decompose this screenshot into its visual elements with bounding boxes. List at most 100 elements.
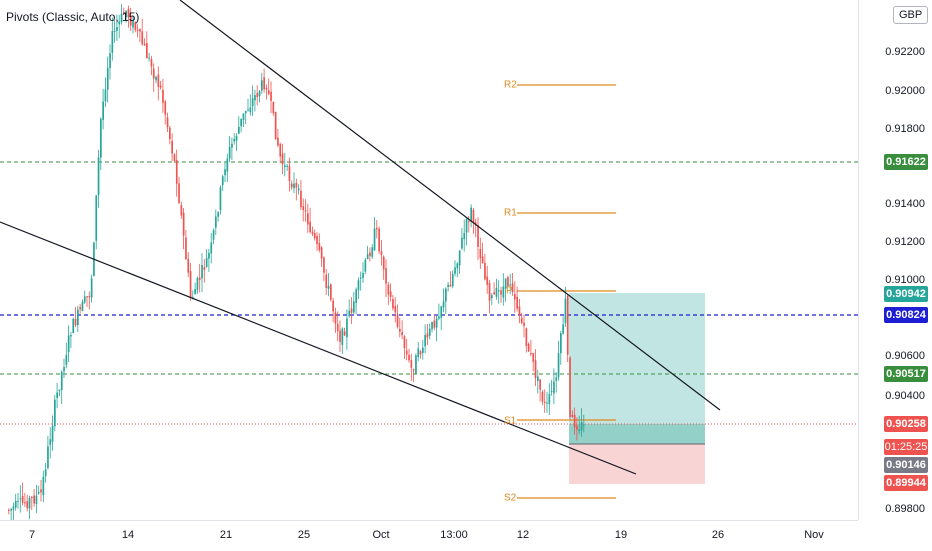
- candle-body: [316, 236, 318, 244]
- candle-body: [97, 157, 100, 196]
- candle-body: [134, 22, 137, 30]
- candle-body: [228, 147, 231, 159]
- candle-body: [525, 328, 528, 346]
- candle-body: [166, 117, 169, 128]
- candle-body: [185, 237, 187, 260]
- candle-body: [325, 274, 328, 288]
- time-tick: 26: [711, 529, 725, 541]
- candle-body: [238, 126, 240, 134]
- candle-body: [37, 492, 40, 494]
- time-tick: Nov: [804, 529, 824, 541]
- candle-body: [389, 291, 392, 297]
- lower-trendline: [0, 221, 637, 475]
- candle-body: [26, 501, 29, 509]
- candle-body: [198, 277, 201, 281]
- candle-body: [79, 307, 81, 310]
- candle-body: [267, 90, 270, 95]
- candle-body: [449, 284, 452, 287]
- candle-body: [479, 248, 482, 259]
- candle-body: [495, 288, 498, 297]
- candle-body: [353, 301, 355, 313]
- candle-body: [14, 500, 17, 508]
- candle-body: [461, 237, 463, 249]
- candle-body: [242, 113, 245, 121]
- candle-body: [226, 158, 229, 172]
- currency-button[interactable]: GBP: [893, 6, 929, 24]
- candle-body: [113, 30, 116, 32]
- candle-body: [169, 127, 171, 139]
- candle-body: [70, 334, 72, 337]
- candle-body: [516, 296, 518, 309]
- price-tick: 0.91200: [885, 236, 925, 248]
- candle-body: [346, 318, 348, 338]
- candle-body: [63, 366, 65, 372]
- candle-body: [497, 290, 500, 292]
- candle-body: [192, 297, 194, 299]
- candle-body: [454, 267, 456, 274]
- indicator-label[interactable]: Pivots (Classic, Auto, 15): [6, 10, 140, 24]
- candle-body: [472, 209, 475, 224]
- candle-body: [284, 165, 286, 167]
- candle-body: [233, 138, 236, 142]
- time-axis[interactable]: 7 14 21 25 Oct 13:00 12 19 26 Nov: [0, 520, 858, 551]
- candle-body: [520, 317, 523, 324]
- candle-body: [8, 509, 10, 511]
- candle-body: [509, 284, 512, 286]
- candle-body: [205, 257, 208, 267]
- candle-body: [543, 401, 546, 403]
- candle-body: [88, 296, 91, 298]
- candle-body: [548, 394, 551, 405]
- candle-body: [173, 154, 176, 161]
- candle-body: [47, 446, 49, 468]
- candle-body: [127, 8, 130, 18]
- candle-body: [553, 381, 555, 394]
- candle-body: [272, 101, 275, 114]
- candle-body: [580, 421, 583, 431]
- candle-body: [578, 429, 581, 431]
- candle-body: [410, 360, 413, 368]
- price-axis[interactable]: 0.92200 0.92000 0.91800 0.91400 0.91200 …: [858, 0, 932, 520]
- candle-body: [120, 13, 123, 23]
- price-chart-plot[interactable]: [0, 0, 858, 520]
- candle-body: [468, 221, 470, 223]
- candle-body: [104, 89, 107, 102]
- candle-body: [562, 324, 564, 334]
- candle-body: [210, 242, 213, 254]
- candle-body: [438, 316, 440, 319]
- candle-body: [511, 283, 514, 293]
- candle-body: [189, 271, 192, 298]
- candle-body: [477, 225, 479, 247]
- time-tick: 19: [614, 529, 628, 541]
- candle-body: [401, 331, 403, 336]
- candle-body: [493, 292, 495, 295]
- price-tick: 0.90400: [885, 390, 925, 402]
- candle-body: [148, 57, 150, 59]
- candle-body: [576, 425, 578, 430]
- pivot-label-r2: R2: [504, 79, 517, 91]
- candle-body: [392, 299, 394, 309]
- candle-body: [378, 228, 380, 252]
- candle-body: [304, 210, 307, 212]
- bar-countdown: 01:25:25: [884, 439, 928, 455]
- candle-body: [341, 328, 344, 345]
- candle-body: [65, 355, 68, 365]
- price-tick: 0.89800: [885, 503, 925, 515]
- candle-body: [116, 27, 118, 31]
- candle-body: [240, 118, 242, 127]
- pivot-label-s2: S2: [504, 492, 517, 504]
- candle-body: [424, 335, 426, 347]
- candle-body: [28, 497, 31, 509]
- price-tick: 0.91400: [885, 198, 925, 210]
- candle-body: [491, 295, 493, 299]
- candle-body: [470, 207, 472, 222]
- candle-body: [327, 285, 330, 289]
- candle-body: [500, 290, 502, 295]
- candle-body: [387, 284, 390, 295]
- candle-body: [74, 318, 77, 326]
- candle-body: [208, 252, 210, 259]
- price-tick: 0.92200: [885, 46, 925, 58]
- candle-body: [297, 188, 300, 191]
- candle-body: [72, 318, 75, 333]
- price-badge-entry: 0.90824: [884, 307, 928, 323]
